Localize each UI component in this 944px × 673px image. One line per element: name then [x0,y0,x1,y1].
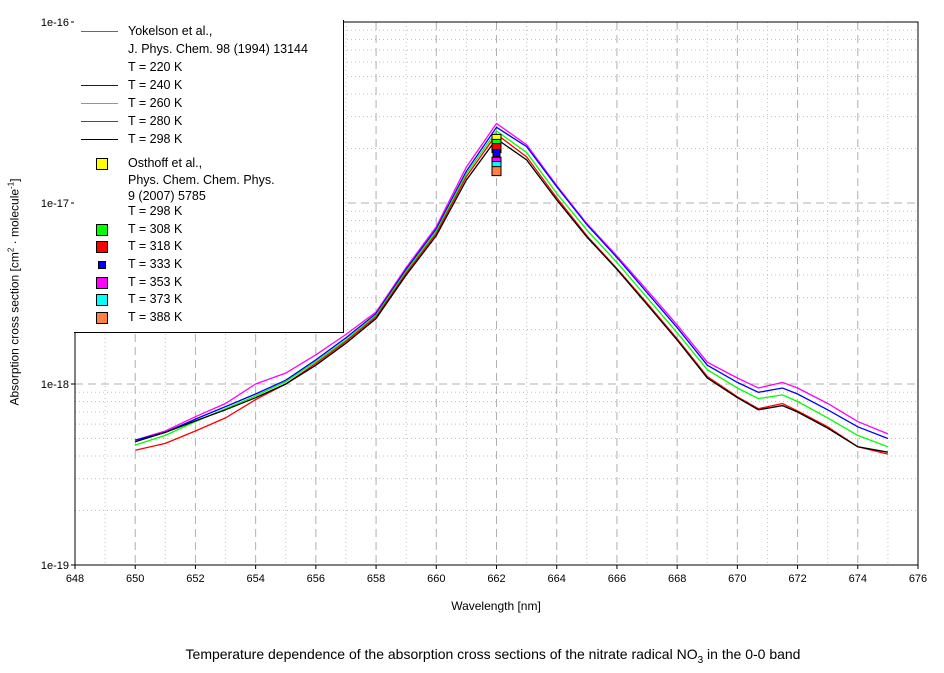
y-label-sup: 2 [6,247,16,253]
x-tick-label: 670 [728,573,746,585]
series-line-280K [135,133,889,455]
x-tick-label: 648 [66,573,84,585]
legend-label: Phys. Chem. Chem. Phys. [128,173,275,187]
legend-label: T = 388 K [128,310,183,324]
caption-text: Temperature dependence of the absorption… [185,646,698,662]
legend-line-260 [81,103,118,104]
legend-label: 9 (2007) 5785 [128,189,206,203]
legend-label: T = 220 K [128,60,183,74]
legend-line-220 [81,31,118,32]
x-tick-label: 672 [788,573,806,585]
x-tick-label: 664 [548,573,566,585]
series-line-240K [135,126,889,441]
legend-line-280 [81,121,118,122]
legend-label: T = 240 K [128,78,183,92]
x-tick-label: 662 [487,573,505,585]
y-tick-label: 1e-19 [41,560,69,572]
x-tick-label: 656 [307,573,325,585]
legend-label: T = 298 K [128,204,183,218]
x-axis-label: Wavelength [nm] [451,599,541,613]
x-tick-label: 652 [186,573,204,585]
legend-label: Yokelson et al., [128,24,213,38]
x-tick-label: 674 [849,573,867,585]
data-marker-388K [491,166,502,177]
series-line-298K [135,138,889,453]
y-label-text: ] [7,178,22,182]
series-line-220K [135,122,889,441]
legend-marker-388 [96,312,108,324]
legend-marker-353 [96,277,108,289]
legend: Yokelson et al., J. Phys. Chem. 98 (1994… [74,20,344,333]
y-label-sup: -1 [6,181,16,189]
chart-caption: Temperature dependence of the absorption… [186,646,801,666]
x-tick-label: 654 [246,573,264,585]
legend-marker-333 [98,261,106,269]
x-tick-label: 650 [126,573,144,585]
legend-label: Osthoff et al., [128,156,203,170]
legend-label: T = 353 K [128,275,183,289]
x-tick-label: 666 [608,573,626,585]
x-tick-label: 676 [909,573,927,585]
legend-label: T = 308 K [128,222,183,236]
legend-line-298 [81,139,118,140]
legend-marker-373 [96,294,108,306]
legend-label: T = 373 K [128,292,183,306]
legend-line-240 [81,85,118,86]
legend-marker-318 [96,241,108,253]
y-tick-label: 1e-16 [41,17,69,29]
y-tick-label: 1e-17 [41,198,69,210]
series-line-260K [135,130,889,448]
y-axis-label: Absorption cross section [cm2 · molecule… [7,178,22,405]
legend-label: J. Phys. Chem. 98 (1994) 13144 [128,42,308,56]
caption-text: in the 0-0 band [703,646,801,662]
x-tick-label: 658 [367,573,385,585]
legend-label: T = 280 K [128,114,183,128]
caption-sub: 3 [697,654,704,666]
legend-marker-298 [96,158,108,170]
legend-label: T = 333 K [128,257,183,271]
y-label-text: · molecule [7,188,22,248]
legend-marker-308 [96,224,108,236]
legend-label: T = 318 K [128,239,183,253]
y-label-text: Absorption cross section [cm [7,252,22,406]
x-tick-label: 668 [668,573,686,585]
data-marker-333K [492,148,501,157]
x-tick-label: 660 [427,573,445,585]
legend-label: T = 260 K [128,96,183,110]
legend-label: T = 298 K [128,132,183,146]
y-tick-label: 1e-18 [41,379,69,391]
